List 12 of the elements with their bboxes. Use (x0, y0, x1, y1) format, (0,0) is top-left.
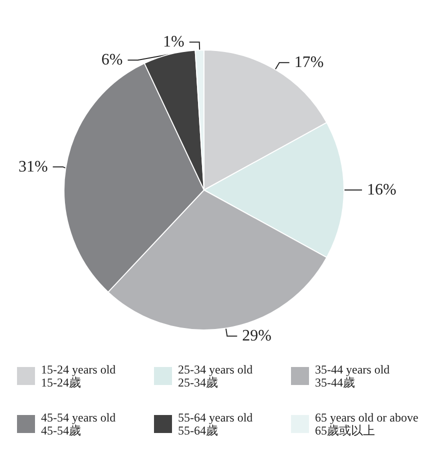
data-label: 17% (294, 54, 324, 72)
legend-label: 35-44 years old 35-44歲 (315, 362, 390, 390)
data-label: 29% (242, 328, 272, 345)
legend-label: 15-24 years old 15-24歲 (41, 362, 116, 390)
data-label: 6% (101, 52, 123, 69)
data-label: 1% (163, 34, 184, 51)
legend-label: 25-34 years old 25-34歲 (178, 362, 253, 390)
legend-label: 45-54 years old 45-54歲 (41, 410, 116, 438)
data-label: 31% (18, 158, 48, 176)
data-label: 16% (367, 182, 396, 198)
legend-label: 65 years old or above 65歲或以上 (315, 410, 418, 438)
legend-label: 55-64 years old 55-64歲 (178, 410, 253, 438)
